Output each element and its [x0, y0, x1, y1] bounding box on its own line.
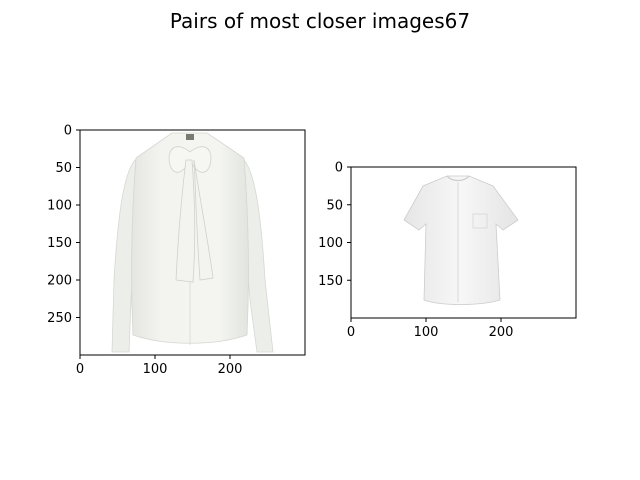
- axes-ticks-right: 0 100 200 0 50 100 150: [318, 161, 513, 341]
- subplot-left: 0 100 200 0 50 100 150 200 250: [47, 124, 306, 378]
- shirt-pocket: [472, 213, 488, 229]
- y-tick-label-right-3: 150: [318, 274, 343, 289]
- image-blouse: [80, 130, 305, 355]
- x-tick-label-left-0: 0: [76, 362, 84, 377]
- y-tick-label-right-0: 0: [335, 161, 343, 176]
- axes-ticks-left: 0 100 200 0 50 100 150 200 250: [47, 124, 242, 378]
- shirt-body: [403, 175, 519, 305]
- image-shirt: [351, 167, 576, 318]
- x-tick-label-right-2: 200: [489, 325, 514, 340]
- x-tick-label-right-0: 0: [347, 325, 355, 340]
- x-tick-label-left-2: 200: [218, 362, 243, 377]
- y-tick-label-left-2: 100: [47, 199, 72, 214]
- x-tick-label-left-1: 100: [143, 362, 168, 377]
- y-tick-label-left-3: 150: [47, 236, 72, 251]
- figure-title: Pairs of most closer images67: [170, 9, 470, 33]
- blouse-tie-ends: [175, 159, 214, 283]
- y-tick-label-right-2: 100: [318, 236, 343, 251]
- y-tick-label-left-0: 0: [64, 124, 72, 139]
- y-tick-label-right-1: 50: [326, 198, 343, 213]
- y-tick-label-left-1: 50: [55, 161, 72, 176]
- y-tick-label-left-5: 250: [47, 311, 72, 326]
- y-tick-label-left-4: 200: [47, 274, 72, 289]
- x-tick-label-right-1: 100: [414, 325, 439, 340]
- subplot-right: 0 100 200 0 50 100 150: [318, 161, 577, 341]
